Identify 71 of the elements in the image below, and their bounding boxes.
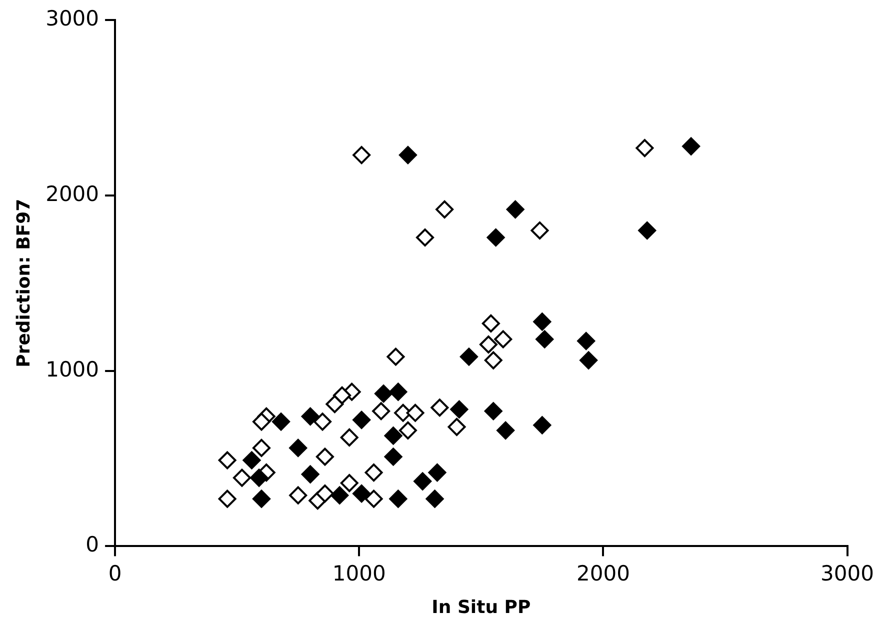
point [389,382,408,401]
point [364,464,383,482]
point [384,426,402,445]
point [272,412,290,431]
point [218,490,236,508]
point [450,400,468,418]
point [484,351,502,370]
point [289,438,308,457]
point [496,421,515,440]
point [242,451,261,470]
point [426,490,444,508]
point [682,137,700,156]
x-tick-label: 1000 [332,561,386,586]
x-tick-label: 0 [108,561,122,586]
point [232,468,251,487]
point [352,484,371,503]
point [430,398,449,417]
x-tick-label: 3000 [820,561,874,586]
point [398,146,417,164]
point [252,412,270,431]
y-tick-label: 2000 [46,182,100,206]
point [479,335,498,354]
point [301,407,320,426]
y-tick-label: 3000 [46,6,100,30]
x-axis-title: In Situ PP [432,596,531,618]
point [316,448,334,466]
point [386,348,405,366]
point [530,221,549,240]
point [533,416,552,434]
point [536,330,554,348]
point [389,490,408,508]
point [580,351,598,370]
point [486,228,505,246]
point [218,451,236,470]
point [577,332,596,350]
point [374,384,393,403]
x-tick-label: 2000 [576,561,630,586]
point [364,490,383,508]
y-tick-label: 1000 [46,357,100,382]
point [533,312,552,331]
point [316,484,334,503]
point [448,418,466,436]
point [482,314,500,332]
y-axis-title: Prediction: BF97 [13,198,34,368]
point [414,472,432,490]
y-tick-label: 0 [86,532,100,557]
point [314,412,332,431]
point [416,228,434,246]
point [289,486,308,504]
point [352,410,371,429]
point [301,465,320,484]
point [250,468,268,487]
point [340,474,358,492]
point [326,395,344,414]
point [436,200,454,218]
point [252,490,270,508]
point [506,200,524,218]
point [384,448,402,466]
point [352,146,371,164]
point [428,464,446,482]
point [372,402,390,420]
point [252,438,270,457]
point [398,421,417,440]
point [638,221,656,240]
point [330,486,349,504]
point [406,404,424,422]
point [636,139,654,158]
point [484,402,502,420]
point [460,348,478,366]
point [494,330,512,348]
point [340,428,358,446]
